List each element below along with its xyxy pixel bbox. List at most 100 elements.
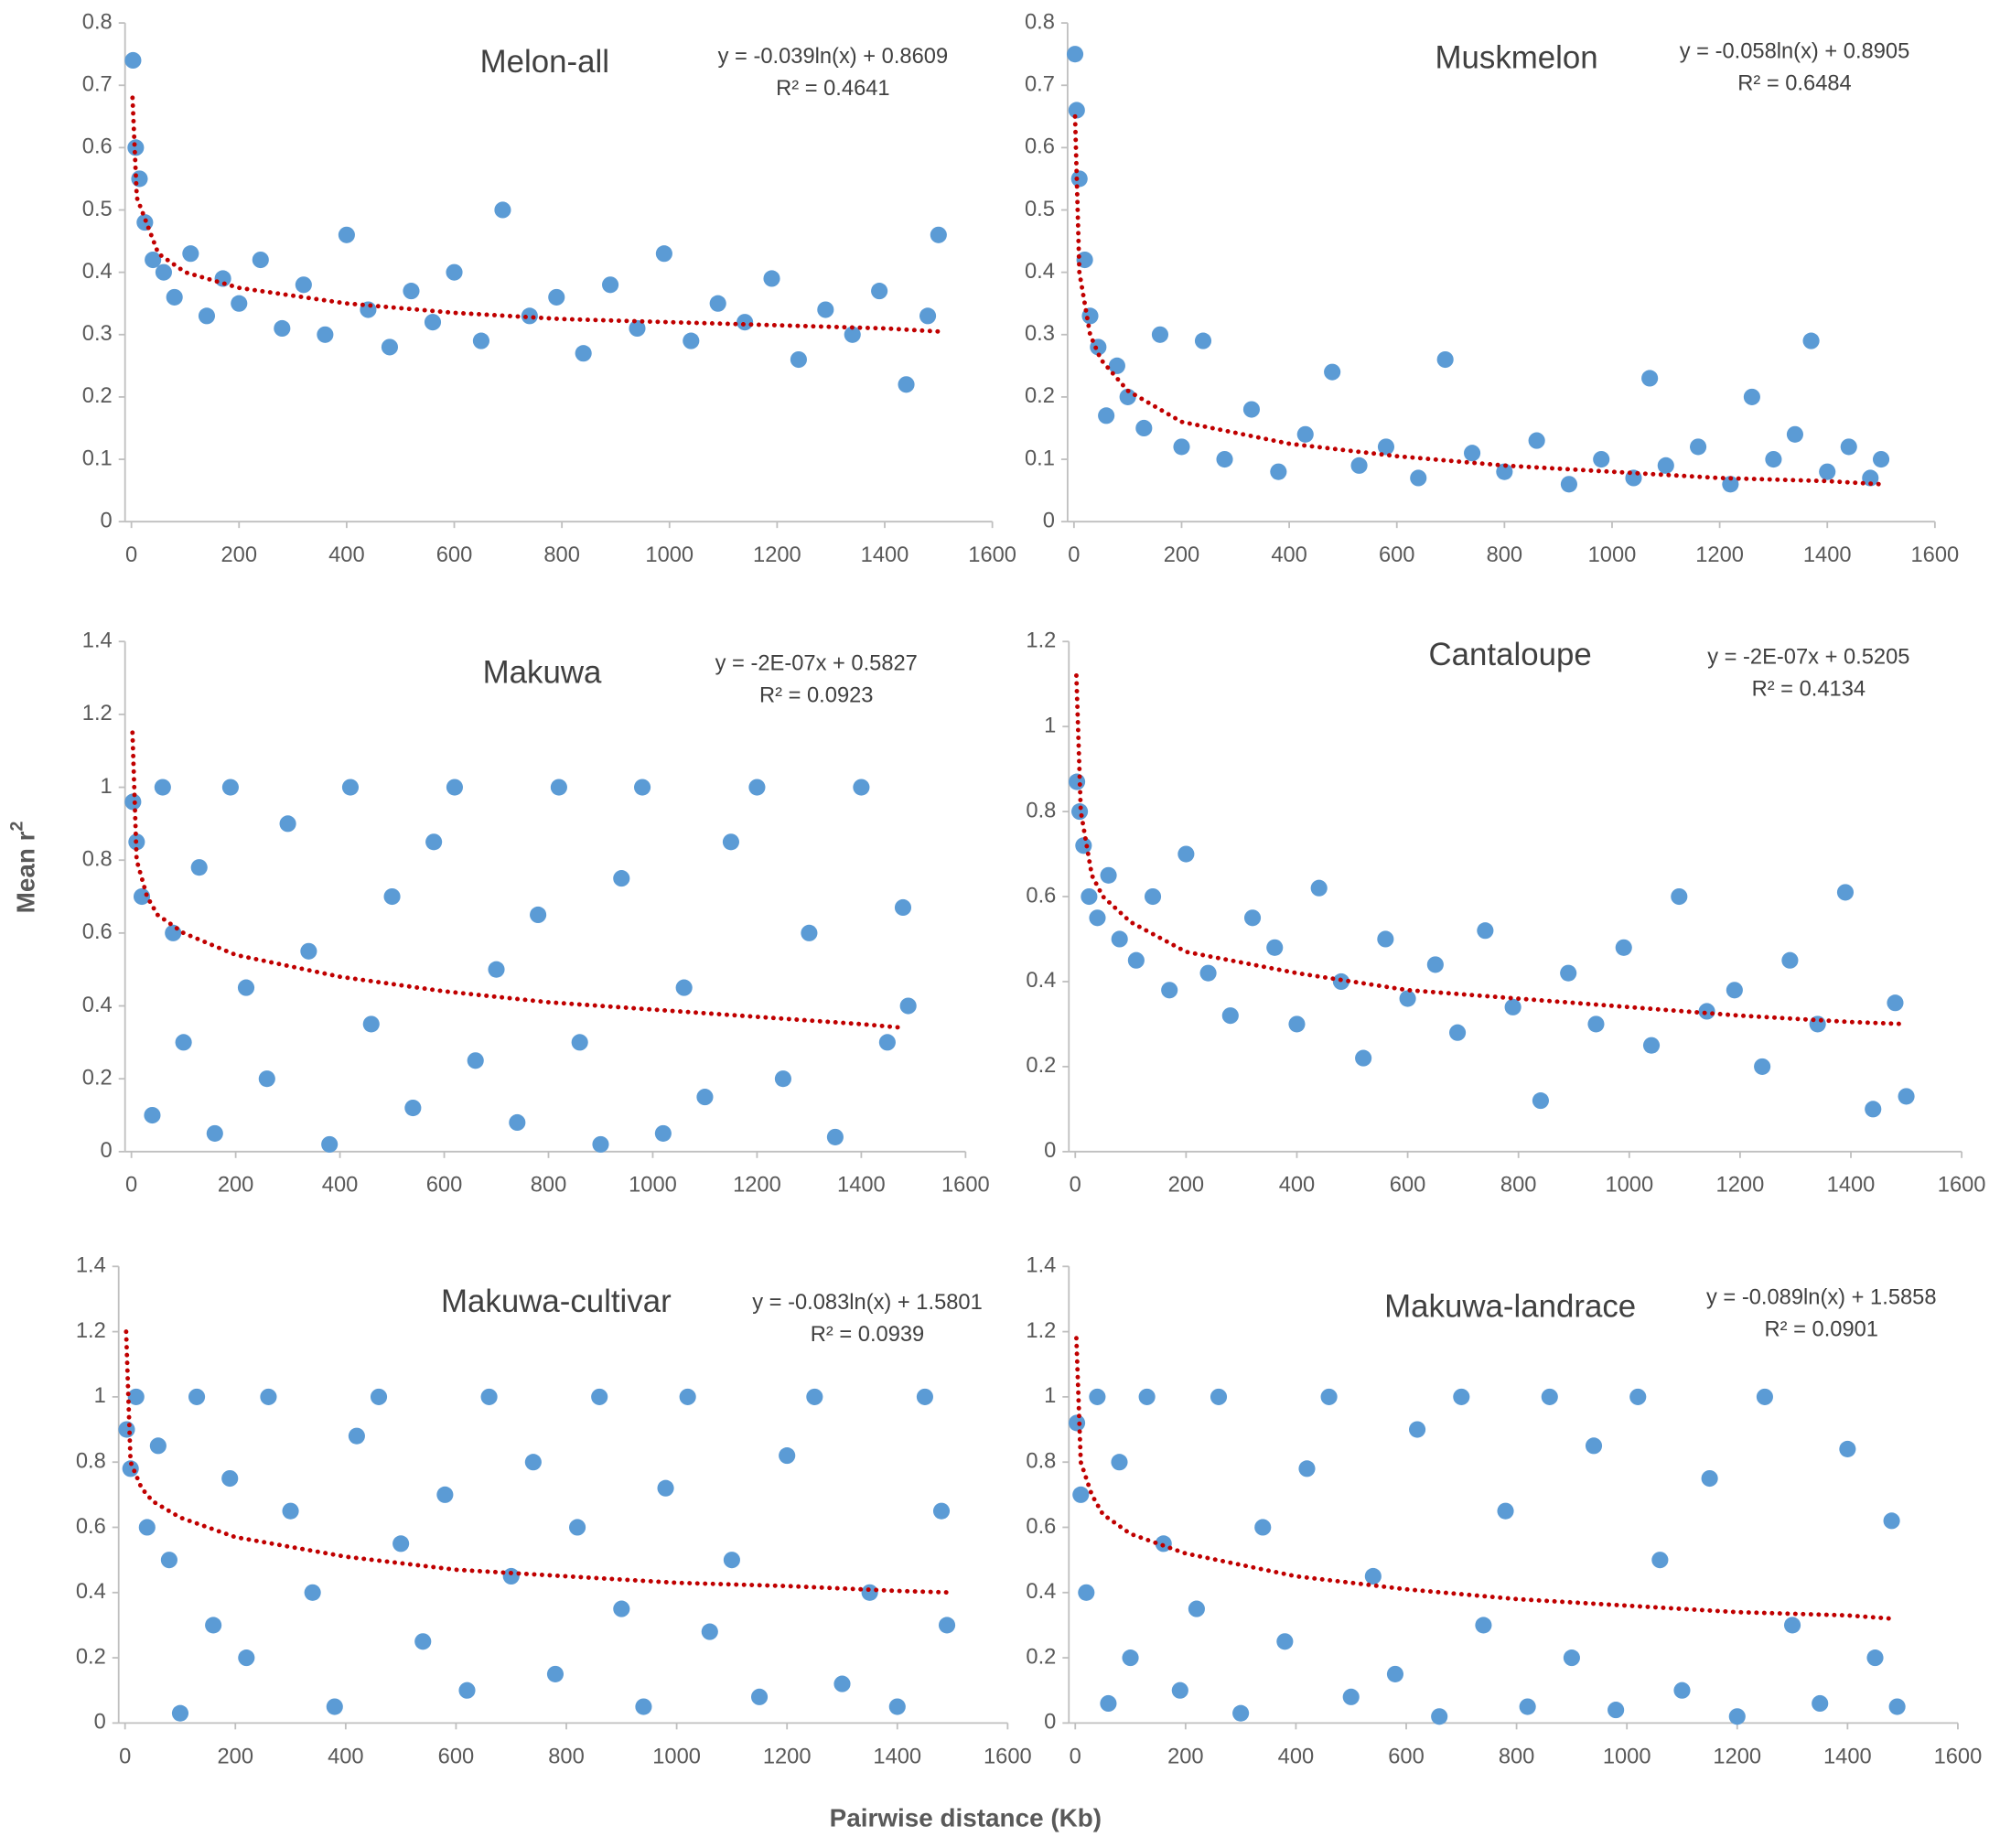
scatter-point bbox=[750, 1688, 769, 1705]
scatter-point bbox=[1453, 1388, 1470, 1405]
y-tick-label: 0.2 bbox=[1026, 1054, 1056, 1078]
scatter-point bbox=[494, 201, 511, 219]
scatter-point bbox=[1288, 1015, 1306, 1033]
scatter-point bbox=[1898, 1088, 1915, 1105]
scatter-point bbox=[1070, 170, 1088, 188]
scatter-point bbox=[1786, 425, 1803, 443]
scatter-point bbox=[127, 139, 145, 156]
scatter-point bbox=[1410, 469, 1427, 487]
trend-equation: y = -0.089ln(x) + 1.5858 bbox=[1706, 1285, 1937, 1309]
x-tick-label: 1400 bbox=[1827, 1174, 1876, 1198]
scatter-point bbox=[1839, 1440, 1856, 1457]
scatter-point bbox=[326, 1698, 343, 1715]
scatter-point bbox=[154, 779, 171, 796]
scatter-point bbox=[238, 1649, 255, 1667]
scatter-point bbox=[488, 961, 505, 978]
scatter-point bbox=[221, 779, 239, 796]
scatter-point bbox=[381, 338, 399, 356]
scatter-point bbox=[1075, 837, 1092, 854]
scatter-point bbox=[338, 226, 355, 243]
scatter-point bbox=[1350, 457, 1368, 474]
scatter-point bbox=[138, 1519, 156, 1536]
scatter-point bbox=[1836, 884, 1855, 901]
y-tick-label: 0.6 bbox=[82, 135, 113, 159]
x-tick-label: 200 bbox=[218, 1174, 254, 1198]
scatter-point bbox=[414, 1633, 432, 1650]
scatter-point bbox=[1089, 909, 1106, 927]
scatter-point bbox=[1641, 370, 1659, 387]
scatter-point bbox=[317, 326, 334, 343]
scatter-point bbox=[919, 307, 937, 325]
x-tick-label: 200 bbox=[1164, 543, 1200, 567]
scatter-point bbox=[1563, 1649, 1580, 1667]
scatter-point bbox=[348, 1427, 365, 1445]
y-tick-label: 0.5 bbox=[82, 198, 113, 221]
scatter-point bbox=[1111, 1454, 1128, 1471]
scatter-point bbox=[550, 779, 567, 796]
scatter-point bbox=[898, 376, 915, 393]
x-tick-label: 0 bbox=[1068, 543, 1080, 567]
scatter-point bbox=[774, 1070, 791, 1088]
scatter-point bbox=[1496, 463, 1513, 480]
scatter-point bbox=[1188, 1600, 1205, 1617]
scatter-point bbox=[1119, 388, 1136, 405]
scatter-point bbox=[1756, 1388, 1773, 1405]
scatter-point bbox=[1386, 1665, 1404, 1682]
scatter-point bbox=[675, 979, 693, 996]
scatter-point bbox=[1812, 1694, 1829, 1713]
x-tick-label: 600 bbox=[1390, 1174, 1426, 1198]
scatter-point bbox=[252, 251, 269, 269]
scatter-point bbox=[569, 1519, 586, 1536]
scatter-point bbox=[258, 1070, 275, 1088]
scatter-point bbox=[861, 1584, 878, 1601]
scatter-point bbox=[1071, 803, 1089, 821]
y-tick-label: 0.3 bbox=[1025, 322, 1055, 346]
x-tick-label: 1400 bbox=[861, 543, 909, 567]
y-tick-label: 0.4 bbox=[82, 994, 113, 1017]
scatter-point bbox=[403, 283, 420, 300]
trend-equation: y = -0.039ln(x) + 0.8609 bbox=[718, 45, 949, 69]
x-tick-label: 1000 bbox=[652, 1745, 701, 1768]
scatter-point bbox=[458, 1681, 476, 1699]
scatter-point bbox=[1560, 476, 1577, 493]
scatter-point bbox=[509, 1113, 526, 1132]
scatter-point bbox=[1784, 1617, 1801, 1634]
scatter-point bbox=[1122, 1649, 1139, 1667]
trend-line bbox=[1074, 672, 1909, 1026]
x-tick-label: 1200 bbox=[1713, 1745, 1761, 1768]
y-tick-label: 0 bbox=[1044, 1139, 1056, 1163]
y-tick-label: 0 bbox=[1044, 1711, 1056, 1735]
x-tick-label: 1400 bbox=[1803, 543, 1852, 567]
scatter-point bbox=[149, 1437, 167, 1455]
scatter-point bbox=[127, 1388, 145, 1405]
y-tick-label: 0.8 bbox=[1026, 1449, 1056, 1473]
chart-title: Makuwa bbox=[483, 655, 602, 691]
y-tick-label: 0.2 bbox=[82, 384, 113, 408]
scatter-point bbox=[1865, 1101, 1882, 1118]
scatter-point bbox=[1587, 1015, 1605, 1033]
x-tick-label: 600 bbox=[1379, 543, 1415, 567]
scatter-point bbox=[1242, 401, 1260, 418]
trend-equation: y = -2E-07x + 0.5827 bbox=[715, 652, 918, 676]
scatter-point bbox=[817, 301, 834, 318]
x-tick-label: 1600 bbox=[968, 543, 1016, 567]
scatter-point bbox=[160, 1552, 177, 1569]
scatter-point bbox=[602, 276, 619, 294]
scatter-point bbox=[629, 319, 646, 338]
x-tick-label: 0 bbox=[1070, 1745, 1081, 1768]
x-tick-label: 0 bbox=[119, 1745, 131, 1768]
scatter-point bbox=[1068, 1414, 1086, 1432]
scatter-point bbox=[231, 295, 248, 312]
scatter-point bbox=[1431, 1708, 1448, 1725]
y-tick-label: 1 bbox=[94, 1384, 106, 1408]
scatter-point bbox=[737, 314, 754, 331]
scatter-point bbox=[1364, 1567, 1382, 1585]
y-tick-label: 0.7 bbox=[1025, 72, 1055, 96]
y-tick-label: 0.2 bbox=[82, 1066, 113, 1090]
x-axis-label: Pairwise distance (Kb) bbox=[830, 1804, 1102, 1832]
scatter-point bbox=[1475, 1617, 1492, 1634]
scatter-point bbox=[657, 1479, 674, 1497]
x-tick-label: 800 bbox=[548, 1745, 585, 1768]
scatter-point bbox=[790, 350, 807, 369]
x-tick-label: 600 bbox=[438, 1745, 475, 1768]
